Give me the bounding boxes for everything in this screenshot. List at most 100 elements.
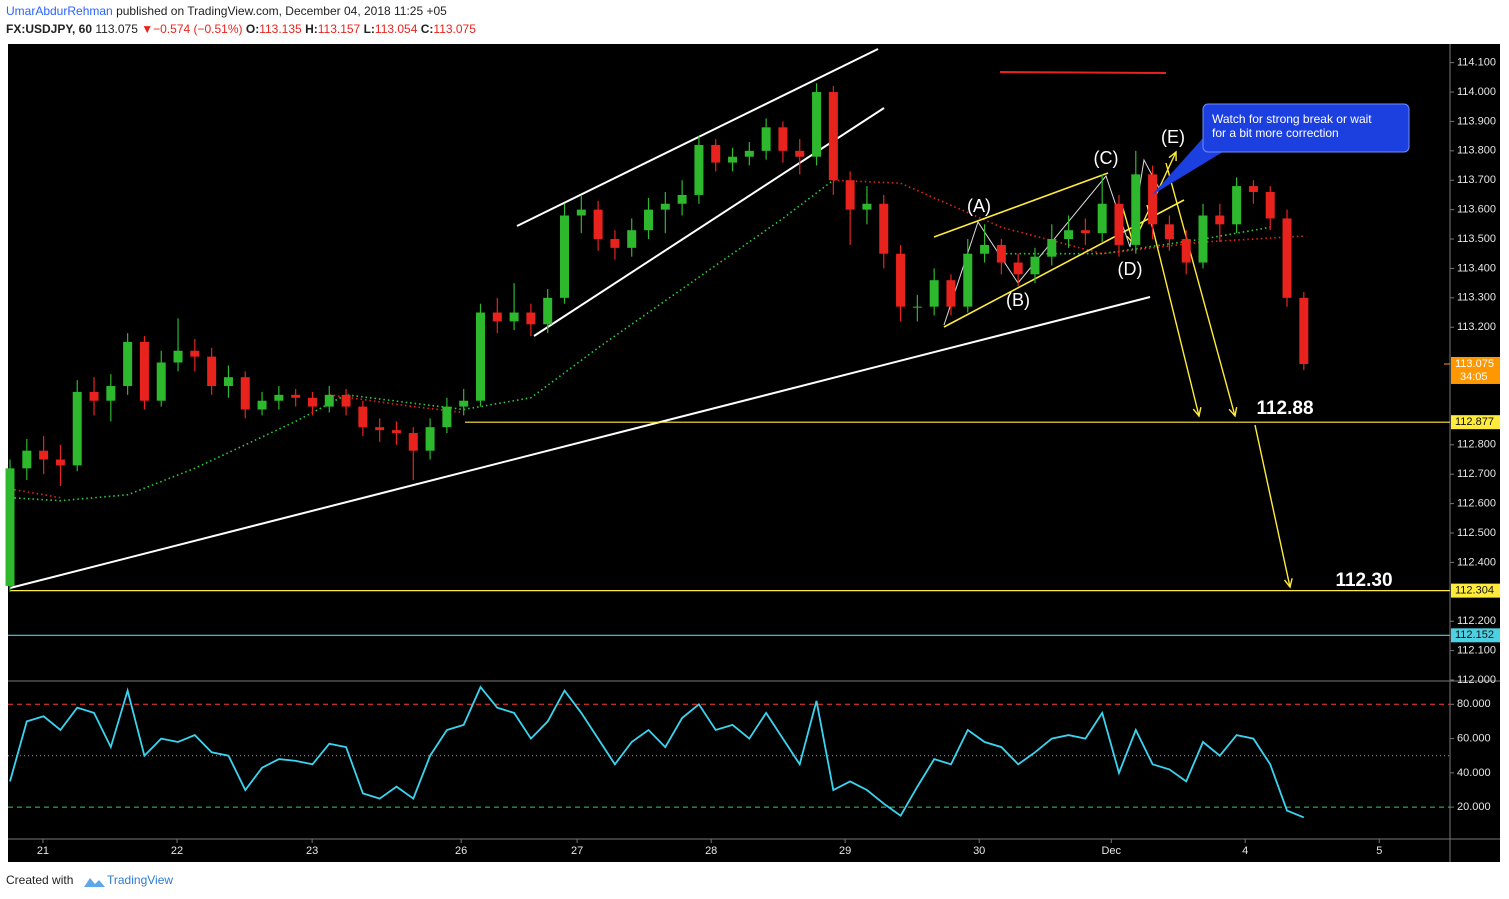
candle-body [509,312,519,322]
candle-body [459,400,469,407]
author[interactable]: UmarAbdurRehman [6,4,113,18]
candle-body [593,209,603,240]
candle-body [1198,215,1208,263]
wave-label: (A) [967,196,991,216]
candle-body [22,450,32,469]
candle-body [996,244,1006,263]
candle-body [139,341,149,401]
candle-body [324,394,334,407]
rsi-y-tick-label: 20.000 [1457,801,1491,813]
candle-body [576,209,586,216]
candle-body [190,350,200,357]
x-tick-label: Dec [1101,845,1121,857]
candle-body [896,253,906,307]
candle-body [55,459,65,466]
candle-body [644,209,654,231]
level-label: 112.304 [1455,585,1494,597]
y-tick-label: 112.600 [1457,498,1496,510]
rsi-line [9,685,1305,819]
candle-body [912,306,922,308]
candle-body [929,280,939,307]
candle-body [291,394,301,398]
candle-body [1064,230,1074,240]
candle-body [89,391,99,401]
candle-body [1030,256,1040,275]
y-tick-label: 114.000 [1457,86,1496,98]
y-tick-label: 112.000 [1457,674,1496,686]
y-tick-label: 114.100 [1457,57,1496,69]
candle-body [761,127,771,151]
x-tick-label: 5 [1376,845,1382,857]
y-tick-label: 112.100 [1457,645,1496,657]
candle-body [375,427,385,431]
candle-body [391,430,401,434]
candle-body [778,127,788,151]
channel-upper [516,48,879,227]
wave-label: (B) [1006,290,1030,310]
candle-body [1232,186,1242,225]
candle-body [5,468,15,586]
candle-body [1215,215,1225,225]
candle-body [728,156,738,163]
candle-body [1148,174,1158,225]
candle-body [341,394,351,407]
candle-body [845,180,855,210]
y-tick-label: 112.800 [1457,439,1496,451]
y-tick-label: 112.700 [1457,468,1496,480]
candle-body [1282,218,1292,298]
level-marker [1451,415,1500,430]
footer-brand[interactable]: TradingView [107,873,173,887]
candle-body [106,386,116,401]
candle-body [526,312,536,325]
y-tick-label: 112.500 [1457,527,1496,539]
wave-label: (D) [1118,259,1143,279]
y-tick-label: 113.400 [1457,262,1496,274]
candle-body [274,394,284,401]
close: 113.075 [433,22,476,36]
candle-body [660,203,670,210]
candle-body [812,92,822,157]
symbol: FX:USDJPY, 60 [6,22,92,36]
y-tick-label: 113.600 [1457,204,1496,216]
ohlc-line: FX:USDJPY, 60 113.075 ▼−0.574 (−0.51%) O… [6,22,476,36]
last-price-marker [1451,356,1500,384]
candle-body [173,350,183,363]
countdown: 34:05 [1460,371,1488,383]
red-line [999,71,1167,74]
y-tick-label: 113.700 [1457,174,1496,186]
h-label: H: [305,22,318,36]
last: 113.075 [95,22,138,36]
callout-text: for a bit more correction [1212,126,1339,140]
moving-average [9,179,1304,499]
footer-created: Created with [6,873,73,887]
chart-background [8,44,1500,862]
candle-body [223,377,233,387]
candle-body [156,362,166,401]
candle-body [627,230,637,248]
x-tick-label: 27 [571,845,583,857]
change: −0.574 (−0.51%) [153,22,242,36]
candle-body [677,194,687,204]
target-label: 112.30 [1335,570,1392,591]
candle-body [711,144,721,163]
candle-body [307,397,317,407]
candle-body [963,253,973,307]
wave-label: (E) [1161,127,1185,147]
arrow [1121,204,1134,244]
candle-body [862,203,872,210]
callout-text: Watch for strong break or wait [1212,112,1372,126]
arrow-head [1168,150,1177,162]
y-tick-label: 113.900 [1457,115,1496,127]
candle-body [795,150,805,157]
candle-body [425,427,435,451]
x-tick-label: 28 [705,845,717,857]
x-tick-label: 23 [306,845,318,857]
candle-body [358,406,368,428]
candle-body [1047,239,1057,257]
wave-path [943,158,1161,326]
rsi-y-tick-label: 60.000 [1457,732,1491,744]
y-tick-label: 112.200 [1457,615,1496,627]
candle-body [560,215,570,298]
